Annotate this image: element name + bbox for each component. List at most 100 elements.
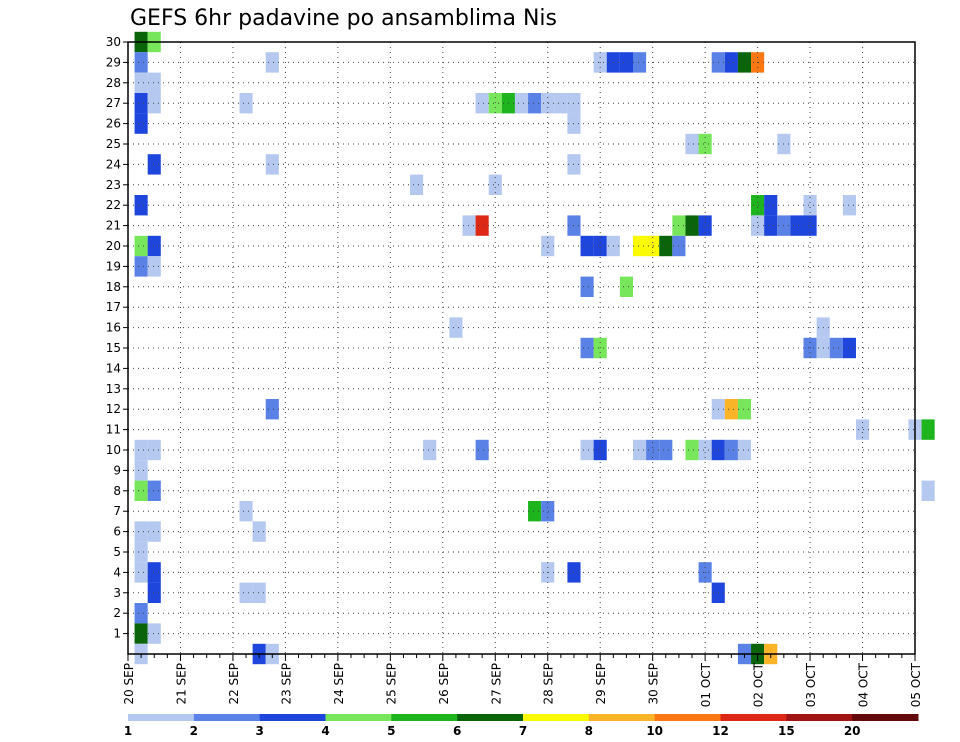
y-tick-label: 2 [113, 606, 121, 620]
heatmap-cell [646, 235, 660, 257]
y-tick-label: 7 [113, 504, 121, 518]
legend-label: 1 [124, 724, 132, 738]
heatmap-cell [737, 52, 752, 73]
heatmap-cell [147, 235, 161, 257]
x-tick-label: 24 SEP [332, 663, 346, 705]
heatmap-cell [580, 439, 594, 461]
y-axis: 1234567891011121314151617181920212223242… [106, 35, 128, 641]
heatmap-cell [593, 235, 607, 257]
heatmap-cell [764, 215, 778, 236]
y-tick-label: 27 [106, 96, 121, 110]
heatmap-cell [147, 256, 161, 277]
heatmap-cell [449, 317, 463, 338]
heatmap-cell [147, 480, 161, 501]
legend-label: 15 [778, 724, 795, 738]
x-tick-label: 25 SEP [384, 663, 398, 705]
grid-layer [128, 42, 915, 654]
heatmap-cell [541, 501, 555, 522]
y-tick-label: 29 [106, 55, 121, 69]
heatmap-cell [134, 480, 148, 501]
heatmap-cell [147, 623, 161, 644]
legend-swatch [852, 714, 919, 721]
heatmap-cell [619, 52, 633, 73]
y-tick-label: 30 [106, 35, 121, 49]
y-tick-label: 11 [106, 423, 121, 437]
x-tick-label: 22 SEP [227, 663, 241, 705]
legend-swatch [391, 714, 458, 721]
heatmap-cell [252, 521, 266, 542]
legend-swatch [259, 714, 326, 721]
heatmap-cell [488, 174, 502, 195]
heatmap-cell [265, 52, 279, 73]
heatmap-cell [685, 215, 699, 236]
heatmap-cell [698, 133, 712, 155]
heatmap-cell [147, 439, 161, 461]
heatmap-cell [698, 215, 712, 236]
y-tick-label: 6 [113, 525, 121, 539]
y-tick-label: 19 [106, 259, 121, 273]
cells-layer [134, 31, 935, 665]
heatmap-cell [685, 133, 699, 155]
heatmap-cell [475, 439, 489, 461]
heatmap-cell [685, 439, 699, 461]
heatmap-cell [134, 93, 148, 114]
y-tick-label: 16 [106, 321, 121, 335]
heatmap-cell [751, 195, 765, 216]
y-tick-label: 17 [106, 300, 121, 314]
legend-label: 3 [255, 724, 263, 738]
heatmap-cell [619, 276, 633, 297]
heatmap-cell [528, 501, 542, 522]
heatmap-cell [147, 521, 161, 542]
heatmap-cell [239, 93, 253, 114]
heatmap-cell [921, 419, 935, 440]
y-tick-label: 28 [106, 76, 121, 90]
legend-swatch [523, 714, 590, 721]
x-tick-label: 05 OCT [909, 662, 923, 707]
heatmap-cell [541, 93, 555, 114]
y-tick-label: 26 [106, 117, 121, 131]
y-tick-label: 8 [113, 484, 121, 498]
y-tick-label: 1 [113, 627, 121, 641]
heatmap-cell [134, 256, 148, 277]
heatmap-cell [475, 215, 489, 236]
heatmap-cell [829, 337, 843, 359]
heatmap-cell [147, 582, 161, 603]
heatmap-cell [646, 439, 660, 461]
legend-swatch [720, 714, 787, 721]
y-tick-label: 4 [113, 565, 121, 579]
heatmap-cell [147, 72, 161, 93]
x-tick-label: 20 SEP [122, 663, 136, 705]
heatmap-cell [265, 399, 279, 420]
x-tick-label: 01 OCT [699, 662, 713, 707]
heatmap-cell [462, 215, 476, 236]
x-tick-label: 29 SEP [594, 663, 608, 705]
heatmap-cell [751, 215, 765, 236]
heatmap-cell [737, 399, 752, 420]
y-tick-label: 25 [106, 137, 121, 151]
y-tick-label: 3 [113, 586, 121, 600]
heatmap-cell [252, 582, 266, 603]
heatmap-cell [842, 195, 856, 216]
heatmap-cell [580, 337, 594, 359]
legend-label: 20 [844, 724, 861, 738]
legend-swatch [128, 714, 195, 721]
heatmap-cell [764, 195, 778, 216]
heatmap-cell [134, 113, 148, 134]
x-tick-label: 02 OCT [752, 662, 766, 707]
legend-label: 2 [190, 724, 198, 738]
x-tick-label: 21 SEP [175, 663, 189, 705]
legend-swatch [457, 714, 524, 721]
legend-swatch [325, 714, 392, 721]
y-tick-label: 5 [113, 545, 121, 559]
heatmap-cell [554, 93, 568, 114]
heatmap-cell [514, 93, 529, 114]
heatmap-cell [134, 521, 148, 542]
y-tick-label: 21 [106, 219, 121, 233]
heatmap-cell [724, 439, 738, 461]
x-tick-label: 30 SEP [647, 663, 661, 705]
heatmap-cell [134, 235, 148, 257]
heatmap-cell [855, 419, 870, 440]
y-tick-label: 23 [106, 178, 121, 192]
x-tick-label: 23 SEP [279, 663, 293, 705]
heatmap-cell [134, 623, 148, 644]
